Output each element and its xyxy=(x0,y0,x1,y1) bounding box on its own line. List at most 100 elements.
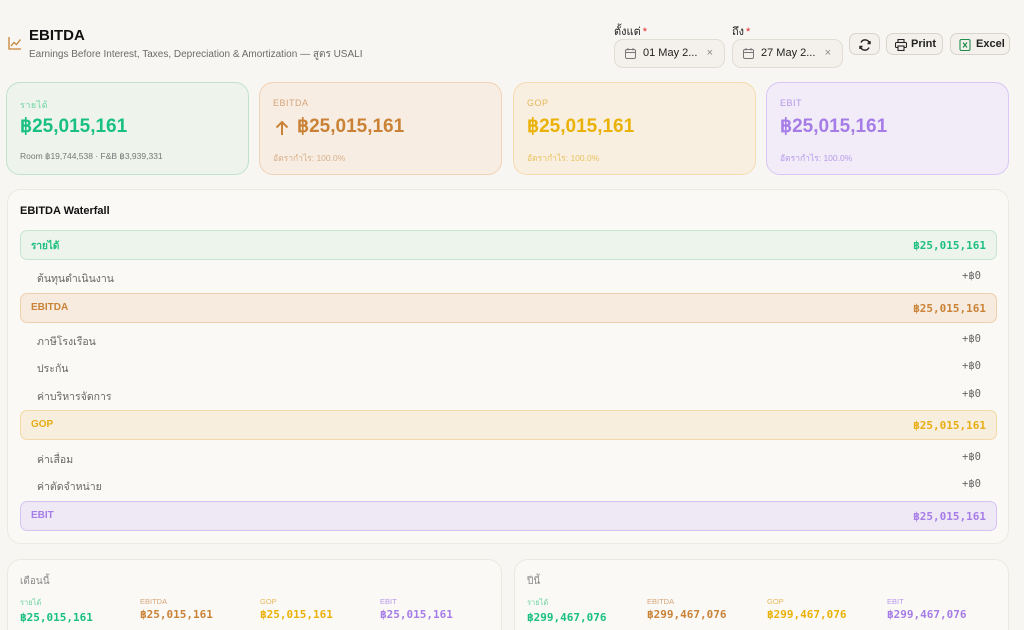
metric-label: EBITDA xyxy=(647,597,675,606)
from-date-value: 01 May 2... xyxy=(643,47,698,59)
waterfall-item-insurance: ประกัน +฿0 xyxy=(20,355,997,377)
kpi-label: EBIT xyxy=(780,98,803,108)
kpi-label: EBITDA xyxy=(273,98,309,108)
kpi-label: GOP xyxy=(527,98,549,108)
metric-value: ฿25,015,161 xyxy=(260,608,333,621)
required-mark: * xyxy=(642,26,648,38)
ebitda-waterfall-panel: EBITDA Waterfall รายได้ ฿25,015,161 ต้นท… xyxy=(7,189,1009,544)
kpi-value: ฿25,015,161 xyxy=(780,116,888,137)
page-subtitle: Earnings Before Interest, Taxes, Depreci… xyxy=(29,49,363,60)
metric-value: ฿299,467,076 xyxy=(767,608,847,621)
waterfall-item-depreciation: ค่าเสื่อม +฿0 xyxy=(20,446,997,468)
item-label: ต้นทุนดำเนินงาน xyxy=(37,273,114,285)
waterfall-item-op-cost: ต้นทุนดำเนินงาน +฿0 xyxy=(20,265,997,287)
calendar-icon xyxy=(625,48,636,59)
metric-gop: GOP ฿299,467,076 xyxy=(767,597,846,621)
year-summary-card: ปีนี้ รายได้ ฿299,467,076 EBITDA ฿299,46… xyxy=(514,559,1009,630)
excel-icon xyxy=(959,39,971,51)
row-value: ฿25,015,161 xyxy=(913,419,986,432)
metric-ebit: EBIT ฿25,015,161 xyxy=(380,597,453,621)
waterfall-item-mgmt-fee: ค่าบริหารจัดการ +฿0 xyxy=(20,383,997,405)
metric-value: ฿299,467,076 xyxy=(887,608,967,621)
to-date-label-text: ถึง xyxy=(732,26,745,38)
to-date-label: ถึง * xyxy=(732,22,750,40)
item-value: +฿0 xyxy=(962,270,981,282)
metric-revenue: รายได้ ฿25,015,161 xyxy=(20,597,93,624)
item-value: +฿0 xyxy=(962,451,981,463)
metric-value: ฿299,467,076 xyxy=(527,611,607,624)
row-value: ฿25,015,161 xyxy=(913,510,986,523)
kpi-note: อัตรากำไร: 100.0% xyxy=(273,153,346,163)
from-date-label: ตั้งแต่ * xyxy=(614,22,647,40)
print-button-label: Print xyxy=(911,38,937,50)
waterfall-row-revenue: รายได้ ฿25,015,161 xyxy=(20,230,997,260)
row-value: ฿25,015,161 xyxy=(913,302,986,315)
metric-gop: GOP ฿25,015,161 xyxy=(260,597,333,621)
page-title: EBITDA xyxy=(29,27,85,44)
trend-chart-icon xyxy=(8,37,22,50)
metric-label: EBIT xyxy=(887,597,904,606)
metric-label: EBITDA xyxy=(140,597,168,606)
metric-value: ฿25,015,161 xyxy=(380,608,453,621)
waterfall-item-amortization: ค่าตัดจำหน่าย +฿0 xyxy=(20,473,997,495)
waterfall-item-property-tax: ภาษีโรงเรือน +฿0 xyxy=(20,328,997,350)
metric-label: รายได้ xyxy=(20,598,42,607)
calendar-icon xyxy=(743,48,754,59)
item-label: ภาษีโรงเรือน xyxy=(37,336,96,348)
required-mark: * xyxy=(746,26,751,38)
metric-value: ฿25,015,161 xyxy=(140,608,213,621)
printer-icon xyxy=(895,39,907,51)
card-title: ปีนี้ xyxy=(527,576,541,587)
metric-ebit: EBIT ฿299,467,076 xyxy=(887,597,966,621)
month-summary-card: เดือนนี้ รายได้ ฿25,015,161 EBITDA ฿25,0… xyxy=(7,559,502,630)
to-date-input[interactable]: 27 May 2... × xyxy=(732,39,843,68)
kpi-note: Room ฿19,744,538 · F&B ฿3,939,331 xyxy=(20,151,163,161)
row-value: ฿25,015,161 xyxy=(913,239,986,252)
item-label: ประกัน xyxy=(37,363,69,375)
clear-from-date-icon[interactable]: × xyxy=(706,47,713,59)
item-label: ค่าเสื่อม xyxy=(37,454,74,466)
kpi-note: อัตรากำไร: 100.0% xyxy=(780,153,853,163)
to-date-value: 27 May 2... xyxy=(761,47,816,59)
from-date-input[interactable]: 01 May 2... × xyxy=(614,39,725,68)
kpi-value: ฿25,015,161 xyxy=(297,116,405,137)
metric-revenue: รายได้ ฿299,467,076 xyxy=(527,597,606,624)
waterfall-row-gop: GOP ฿25,015,161 xyxy=(20,410,997,440)
kpi-card-revenue: รายได้ ฿25,015,161 Room ฿19,744,538 · F&… xyxy=(6,82,249,175)
item-label: ค่าตัดจำหน่าย xyxy=(37,481,102,493)
metric-label: GOP xyxy=(260,597,277,606)
metric-label: EBIT xyxy=(380,597,397,606)
kpi-card-ebitda: EBITDA ฿25,015,161 อัตรากำไร: 100.0% xyxy=(259,82,502,175)
excel-button[interactable]: Excel xyxy=(950,33,1010,55)
metric-label: GOP xyxy=(767,597,784,606)
metric-label: รายได้ xyxy=(527,598,549,607)
kpi-card-ebit: EBIT ฿25,015,161 อัตรากำไร: 100.0% xyxy=(766,82,1009,175)
metric-value: ฿299,467,076 xyxy=(647,608,727,621)
arrow-up-icon xyxy=(275,120,289,135)
row-label: GOP xyxy=(31,419,54,430)
kpi-value: ฿25,015,161 xyxy=(20,116,128,137)
refresh-icon xyxy=(859,39,871,51)
print-button[interactable]: Print xyxy=(886,33,943,55)
excel-button-label: Excel xyxy=(976,38,1005,50)
item-value: +฿0 xyxy=(962,333,981,345)
metric-ebitda: EBITDA ฿25,015,161 xyxy=(140,597,213,621)
clear-to-date-icon[interactable]: × xyxy=(824,47,831,59)
refresh-button[interactable] xyxy=(849,33,880,55)
row-label: รายได้ xyxy=(31,241,60,252)
from-date-label-text: ตั้งแต่ xyxy=(614,26,641,38)
item-value: +฿0 xyxy=(962,478,981,490)
kpi-label: รายได้ xyxy=(20,100,49,110)
metric-value: ฿25,015,161 xyxy=(20,611,93,624)
metric-ebitda: EBITDA ฿299,467,076 xyxy=(647,597,726,621)
row-label: EBITDA xyxy=(31,302,69,313)
page-header: EBITDA Earnings Before Interest, Taxes, … xyxy=(0,0,1024,78)
waterfall-row-ebit: EBIT ฿25,015,161 xyxy=(20,501,997,531)
item-value: +฿0 xyxy=(962,388,981,400)
item-value: +฿0 xyxy=(962,360,981,372)
kpi-note: อัตรากำไร: 100.0% xyxy=(527,153,600,163)
panel-title: EBITDA Waterfall xyxy=(20,205,110,217)
card-title: เดือนนี้ xyxy=(20,576,50,587)
item-label: ค่าบริหารจัดการ xyxy=(37,391,112,403)
row-label: EBIT xyxy=(31,510,54,521)
